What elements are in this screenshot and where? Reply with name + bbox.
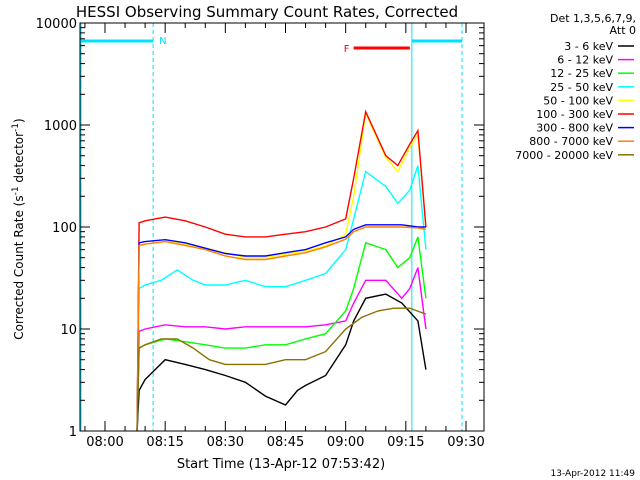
legend-item-label: 300 - 800 keV — [536, 122, 613, 135]
legend-item-label: 12 - 25 keV — [550, 67, 613, 80]
series-line-2 — [136, 267, 427, 432]
legend-item-label: 25 - 50 keV — [550, 81, 613, 94]
legend-item-label: 6 - 12 keV — [557, 54, 613, 67]
flare-label: F — [344, 44, 350, 55]
legend-item-label: 800 - 7000 keV — [529, 135, 613, 148]
legend-header-line-1: Det 1,3,5,6,7,9, — [550, 12, 636, 25]
plot-area: NF — [80, 23, 463, 432]
series-line-4 — [136, 165, 427, 432]
legend-header-line-2: Att 0 — [610, 24, 636, 37]
series-line-1 — [136, 293, 427, 432]
axes: 1 10 100 1000 10000 08:00 08:15 08:30 08:45 09:00… — [36, 17, 485, 450]
y-tick-label: 1 — [69, 425, 77, 440]
night-label: N — [159, 36, 166, 47]
y-tick-label: 1000 — [44, 119, 77, 134]
x-tick-label: 09:15 — [387, 435, 424, 450]
series-line-3 — [136, 236, 427, 432]
series-line-9 — [136, 307, 427, 432]
x-tick-label: 08:15 — [146, 435, 183, 450]
y-tick-label: 100 — [52, 221, 77, 236]
legend-item-label: 50 - 100 keV — [543, 94, 613, 107]
timestamp: 13-Apr-2012 11:49 — [551, 469, 636, 479]
y-axis-label: Corrected Count Rate (s-1 detector-1) — [11, 118, 26, 339]
x-axis-label: Start Time (13-Apr-12 07:53:42) — [177, 457, 385, 472]
x-tick-label: 09:30 — [447, 435, 484, 450]
series-line-6 — [136, 109, 427, 432]
x-tick-label: 08:00 — [86, 435, 123, 450]
series-line-7 — [136, 224, 426, 432]
y-tick-label: 10 — [60, 323, 77, 338]
legend-item-label: 3 - 6 keV — [564, 40, 613, 53]
x-tick-label: 08:45 — [267, 435, 304, 450]
chart-title: HESSI Observing Summary Count Rates, Cor… — [76, 3, 458, 21]
legend-item-label: 7000 - 20000 keV — [515, 149, 613, 162]
x-tick-label: 09:00 — [327, 435, 364, 450]
y-tick-label: 10000 — [36, 17, 77, 32]
x-tick-label: 08:30 — [207, 435, 244, 450]
series-line-8 — [136, 226, 427, 432]
legend-item-label: 100 - 300 keV — [536, 108, 613, 121]
